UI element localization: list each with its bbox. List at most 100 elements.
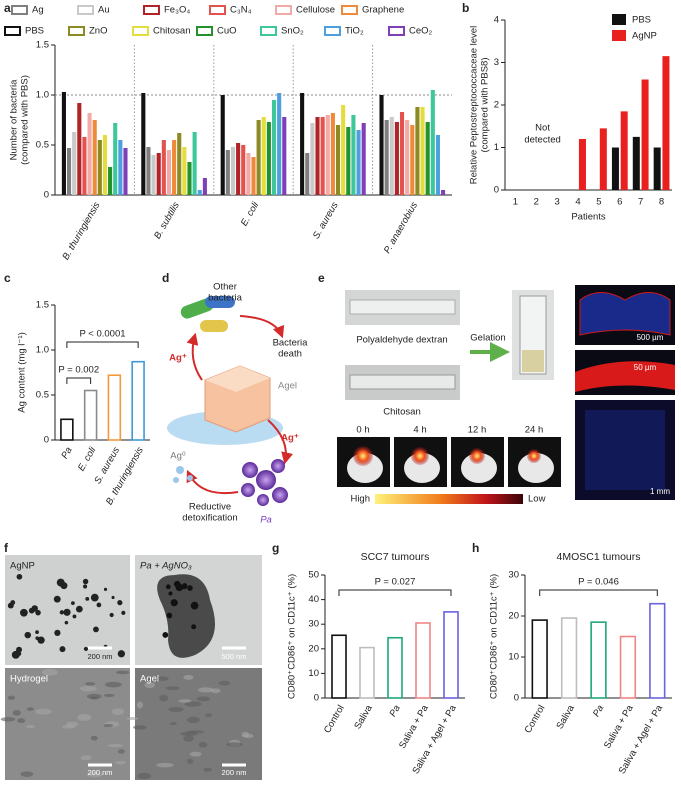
particle [170, 599, 178, 607]
particle [53, 595, 61, 603]
bar [379, 95, 384, 195]
bar [325, 115, 330, 195]
caption: Gelation [470, 333, 505, 344]
image-label: AgNP [10, 561, 35, 572]
bar [256, 120, 261, 195]
x-tick-label: 8 [659, 197, 664, 208]
texture [26, 707, 34, 711]
texture [183, 735, 194, 742]
annotation: P < 0.0001 [79, 329, 125, 340]
texture [34, 708, 52, 715]
label: detoxification [182, 513, 237, 524]
particle [181, 583, 188, 590]
bar [335, 125, 341, 195]
particle [162, 632, 169, 638]
label: Bacteria [273, 338, 309, 349]
panel-label: c [4, 271, 11, 285]
particle [71, 601, 75, 605]
scale-bar: 200 nm [221, 768, 246, 777]
signal [411, 447, 429, 465]
particle [168, 591, 173, 596]
y-tick-label: 0.5 [36, 390, 49, 401]
texture [104, 681, 122, 688]
particle [96, 602, 102, 608]
legend-label: Fe₃O₄ [164, 5, 190, 16]
particle [31, 605, 38, 612]
texture [241, 731, 250, 738]
bar [77, 103, 82, 195]
bar [108, 167, 113, 195]
texture [12, 710, 21, 716]
bar [72, 132, 77, 195]
bar [60, 418, 74, 441]
bar [161, 140, 166, 195]
panel-label: g [272, 541, 279, 555]
x-tick-label: 2 [534, 197, 539, 208]
bar [282, 117, 287, 195]
legend-swatch [260, 26, 277, 36]
particle [16, 573, 23, 580]
texture [107, 743, 123, 748]
texture [189, 751, 202, 757]
signal [527, 449, 541, 463]
mouse [461, 453, 497, 483]
x-tick-label: B. subtilis [152, 200, 182, 241]
bar [620, 111, 628, 190]
texture [187, 716, 200, 724]
bar [202, 178, 207, 195]
y-tick-label: 1.5 [36, 40, 49, 51]
legend-label: Ag [32, 5, 44, 16]
bar [187, 162, 192, 195]
bar [146, 147, 151, 195]
texture [125, 716, 139, 721]
bar [123, 148, 128, 195]
bar [405, 120, 410, 195]
bar [599, 128, 607, 190]
bar [277, 93, 282, 195]
legend-swatch [68, 26, 85, 36]
y-tick-label: 2 [494, 100, 499, 111]
texture [111, 708, 125, 715]
label: Agel [278, 381, 297, 392]
image-label: Agel [140, 674, 159, 685]
legend-swatch [209, 5, 226, 15]
time-label: 24 h [525, 425, 544, 436]
caption: Polyaldehyde dextran [356, 335, 447, 346]
bar [177, 133, 182, 195]
x-tick-label: 7 [638, 197, 643, 208]
panel-label: f [4, 541, 9, 555]
signal [353, 446, 373, 466]
bar [102, 135, 108, 195]
x-tick-label: E. coli [239, 199, 262, 228]
particle [60, 582, 68, 590]
mouse [518, 453, 554, 483]
y-tick-label: 20 [308, 643, 319, 654]
x-tick-label: Control [322, 703, 347, 735]
bar [351, 115, 356, 195]
texture [196, 696, 211, 702]
texture [205, 713, 213, 718]
bar [415, 107, 420, 195]
bar [271, 100, 277, 195]
bar [66, 148, 72, 195]
texture [20, 771, 34, 777]
texture [17, 718, 26, 724]
texture [79, 685, 97, 692]
particle [83, 584, 88, 589]
x-axis-label: Patients [571, 212, 606, 223]
particle [75, 605, 83, 613]
y-tick-label: 30 [308, 619, 319, 630]
bar [356, 130, 361, 195]
legend-label: ZnO [89, 26, 107, 37]
y-tick-label: 10 [308, 668, 319, 679]
bar [641, 79, 649, 190]
x-tick-label: 5 [596, 197, 601, 208]
bar [649, 602, 666, 699]
particle [165, 584, 171, 590]
legend-label: SnO₂ [281, 26, 304, 37]
annotation: Not [535, 123, 550, 134]
y-tick-label: 0.5 [36, 140, 49, 151]
bar [87, 113, 92, 195]
bar [241, 145, 246, 195]
texture [183, 674, 194, 680]
